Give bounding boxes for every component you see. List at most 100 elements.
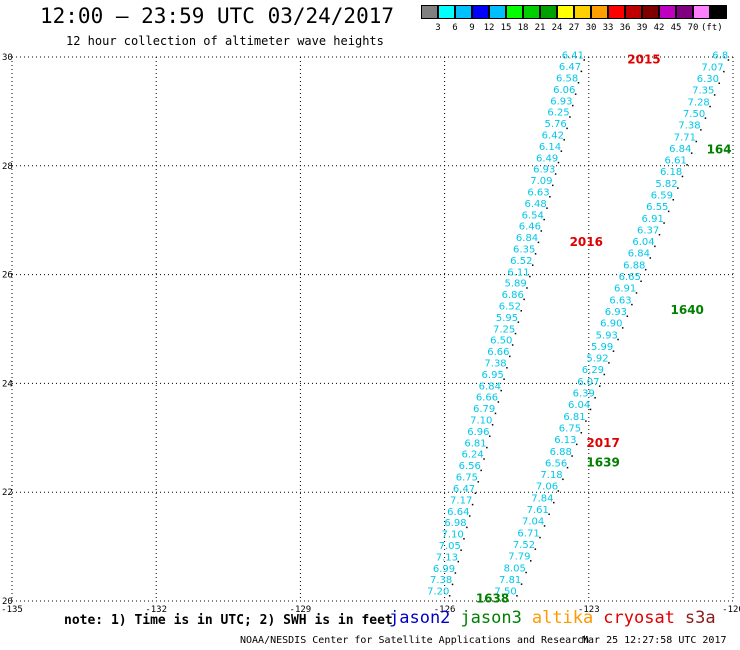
wave-height-value: 6.55 <box>646 202 668 213</box>
track-point <box>700 129 702 131</box>
color-scale-label: 24 <box>551 23 563 33</box>
track-point <box>471 503 474 506</box>
wave-height-value: 6.37 <box>637 225 659 236</box>
wave-height-value: 6.75 <box>456 473 478 484</box>
wave-height-value: 7.09 <box>530 176 552 187</box>
wave-height-value: 6.99 <box>433 564 455 575</box>
wave-height-value: 6.93 <box>605 307 627 318</box>
track-point <box>552 501 555 504</box>
color-scale-label: 21 <box>534 23 546 33</box>
track-point <box>594 397 596 399</box>
wave-height-value: 6.30 <box>697 74 719 85</box>
wave-height-value: 6.59 <box>651 191 673 202</box>
wave-height-value: 6.65 <box>619 272 641 283</box>
track-point <box>617 338 619 341</box>
color-scale-swatch <box>710 5 727 19</box>
track-point <box>546 207 548 209</box>
color-scale-swatch <box>438 5 455 19</box>
track-point <box>457 560 459 563</box>
wave-height-value: 6.75 <box>559 423 581 434</box>
track-point <box>529 560 532 562</box>
wave-height-value: 6.66 <box>487 347 509 358</box>
wave-height-value: 6.84 <box>479 381 501 392</box>
track-point <box>563 139 565 141</box>
track-point <box>543 218 545 221</box>
latitude-tick-label: 24 <box>2 379 13 389</box>
track-point <box>463 538 465 540</box>
pass-time-label: 1639 <box>586 455 619 469</box>
wave-height-value: 6.42 <box>542 131 564 142</box>
wave-height-value: 7.79 <box>508 552 530 563</box>
wave-height-value: 5.93 <box>596 330 618 341</box>
wave-height-value: 6.47 <box>453 484 475 495</box>
track-point <box>654 245 656 248</box>
satellite-legend-item: jason3 <box>460 608 522 628</box>
track-point <box>520 310 522 312</box>
wave-height-value: 6.49 <box>536 153 558 164</box>
track-point <box>468 515 471 517</box>
track-point <box>548 513 550 516</box>
wave-height-value: 5.82 <box>655 179 677 190</box>
track-point <box>497 401 500 403</box>
units-note: note: 1) Time is in UTC; 2) SWH is in fe… <box>64 613 393 628</box>
track-point <box>580 431 583 434</box>
track-point <box>575 443 578 446</box>
color-scale-swatch <box>659 5 676 19</box>
wave-height-value: 6.25 <box>547 108 569 119</box>
track-point <box>589 408 592 411</box>
pass-time-label: 2017 <box>586 436 619 450</box>
wave-height-value: 6.39 <box>573 389 595 400</box>
track-point <box>603 373 606 376</box>
track-point <box>480 469 482 472</box>
wave-height-value: 5.89 <box>504 279 526 290</box>
longitude-tick-label: -129 <box>290 605 312 615</box>
wave-height-value: 6.14 <box>539 142 561 153</box>
track-point <box>534 548 537 550</box>
wave-height-value: 6.93 <box>550 96 572 107</box>
wave-height-value: 6.71 <box>517 528 539 539</box>
latitude-tick-label: 30 <box>2 53 13 63</box>
wave-height-value: 7.28 <box>688 97 710 108</box>
color-scale-swatch <box>506 5 523 19</box>
pass-time-label: 2016 <box>570 235 603 249</box>
track-point <box>571 455 573 457</box>
wave-height-value: 7.38 <box>430 575 452 586</box>
color-scale-label: 12 <box>483 23 495 33</box>
track-point <box>695 140 698 143</box>
wave-height-value: 6.88 <box>550 447 572 458</box>
track-point <box>516 595 518 597</box>
wave-height-value: 7.52 <box>513 540 535 551</box>
wave-height-value: 6.54 <box>522 210 544 221</box>
wave-height-value: 7.18 <box>540 470 562 481</box>
wave-height-value: 6.07 <box>577 377 599 388</box>
color-scale-label: 18 <box>517 23 529 33</box>
track-point <box>713 94 716 96</box>
wave-height-value: 6.04 <box>568 400 590 411</box>
track-point <box>718 82 720 85</box>
track-point <box>644 268 647 271</box>
track-point <box>585 420 587 422</box>
track-point <box>511 344 514 346</box>
wave-height-value: 7.10 <box>441 530 463 541</box>
wave-height-value: 6.84 <box>628 249 650 260</box>
satellite-legend-item: jason2 <box>389 608 451 628</box>
track-point <box>503 378 505 380</box>
track-point <box>520 583 523 585</box>
longitude-tick-label: -126 <box>434 605 456 615</box>
color-scale-swatch <box>608 5 625 19</box>
track-point <box>577 82 580 84</box>
wave-height-value: 6.86 <box>502 290 524 301</box>
track-point <box>690 152 693 154</box>
track-point <box>626 315 629 317</box>
wave-height-value: 6.84 <box>669 144 691 155</box>
track-point <box>529 275 531 278</box>
wave-height-value: 8.05 <box>504 563 526 574</box>
pass-time-label: 2015 <box>627 53 660 67</box>
wave-height-value: 7.07 <box>701 62 723 73</box>
pass-time-label: 1640 <box>671 303 704 317</box>
track-point <box>608 362 610 364</box>
track-point <box>500 389 502 392</box>
wave-height-value: 7.38 <box>484 359 506 370</box>
track-point <box>526 287 528 289</box>
track-point <box>460 549 462 551</box>
